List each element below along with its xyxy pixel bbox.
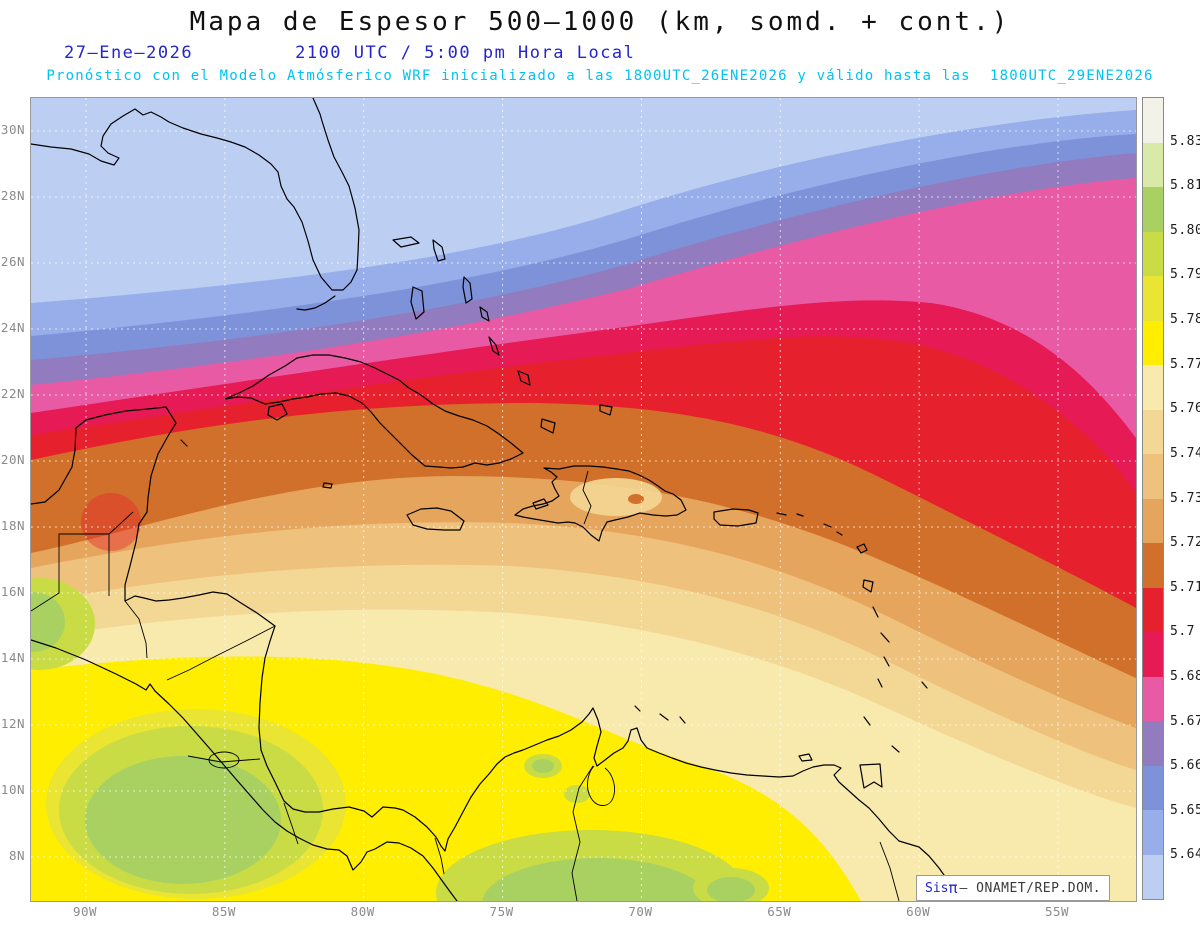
lat-label: 18N [0,518,25,533]
lon-label: 55W [1044,904,1070,919]
colorbar-segment [1143,231,1163,276]
date-time-row: 27–Ene–2026 2100 UTC / 5:00 pm Hora Loca… [0,43,1200,63]
colorbar-segment [1143,409,1163,454]
lat-label: 20N [0,452,25,467]
colorbar-label: 5.783 [1170,312,1200,328]
colorbar-label: 5.688 [1170,668,1200,684]
coast-gonave [532,498,549,510]
coast-mainland-caribbean [31,406,962,901]
colorbar-label: 5.795 [1170,267,1200,283]
colorbar-segment [1143,676,1163,721]
colorbar-segment [1143,632,1163,677]
lat-label: 16N [0,584,25,599]
green-spot-3 [707,877,755,901]
colorbar-segment [1143,187,1163,232]
green-patch-west-inner [31,592,65,652]
lat-label: 30N [0,122,25,137]
colorbar-segment [1143,721,1163,766]
colorbar-segment [1143,365,1163,410]
map-svg [30,97,1137,902]
colorbar-segment [1143,587,1163,632]
colorbar-label: 5.652 [1170,802,1200,818]
colorbar-label: 5.819 [1170,178,1200,194]
lon-label: 80W [350,904,375,919]
lat-axis: 30N 28N 26N 24N 22N 20N 18N 16N 14N 12N 10N 8N [0,97,27,900]
valid-date: 27–Ene–2026 [64,43,194,63]
branding-box: Sis π — ONAMET/REP.DOM. [916,875,1111,901]
page-title: Mapa de Espesor 500–1000 (km, somd. + co… [189,7,1011,37]
green-spot-2 [564,785,590,803]
coast-lesser-antilles [180,439,928,789]
colorbar-segment [1143,276,1163,321]
coast-gulf-florida [31,98,360,291]
lat-label: 22N [0,386,25,401]
lon-axis: 90W 85W 80W 75W 70W 65W 60W 55W [30,902,1135,924]
colorbar-segment [1143,810,1163,855]
lat-label: 14N [0,650,25,665]
colorbar [1142,97,1164,900]
colorbar-segment [1143,498,1163,543]
coast-florida-keys [296,295,336,311]
colorbar-label: 5.772 [1170,356,1200,372]
lat-label: 8N [8,848,25,863]
colorbar-label: 5.7 [1170,624,1195,640]
coast-hispaniola [514,465,687,542]
guatemala-dark-patch [81,493,141,551]
coast-bahamas [322,236,613,489]
colorbar-segment [1143,765,1163,810]
hispaniola-dark-spot [628,494,644,504]
coast-puerto-rico [713,508,759,527]
lon-label: 60W [906,904,931,919]
forecast-description: Pronóstico con el Modelo Atmósferico WRF… [46,68,1154,84]
colorbar-label: 5.676 [1170,713,1200,729]
coast-pacific [31,639,458,901]
green-patch-sw-inner [85,756,281,884]
colorbar-label: 5.712 [1170,579,1200,595]
colorbar-segment [1143,98,1163,143]
green-spot-1 [532,759,554,773]
borders [31,470,900,901]
country-borders [31,470,900,901]
brand-pi-symbol: π [948,879,958,897]
colorbar-segment [1143,320,1163,365]
colorbar-label: 5.831 [1170,133,1200,149]
lon-label: 75W [489,904,514,919]
colorbar-label: 5.64 [1170,847,1200,863]
colorbar-labels: 5.831 5.819 5.807 5.795 5.783 5.772 5.76 5.748 5… [1170,97,1200,900]
lat-label: 10N [0,782,25,797]
green-patch-south-inner [482,858,712,901]
lake-maracaibo [587,765,616,806]
lon-label: 65W [767,904,792,919]
lat-label: 26N [0,254,25,269]
coastlines [31,98,962,901]
lon-label: 85W [211,904,236,919]
colorbar-segment [1143,854,1163,899]
coast-cuba [224,354,524,469]
coast-jamaica [406,507,465,531]
coast-isla-juventud [267,403,288,421]
brand-name: Sis [925,880,949,896]
brand-org: — ONAMET/REP.DOM. [959,880,1102,896]
lat-label: 24N [0,320,25,335]
colorbar-label: 5.664 [1170,758,1200,774]
lon-label: 90W [72,904,98,919]
hispaniola-light-patch [570,478,662,516]
colorbar-label: 5.748 [1170,445,1200,461]
lake-nicaragua [208,751,240,769]
colorbar-segment [1143,454,1163,499]
colorbar-label: 5.807 [1170,222,1200,238]
colorbar-segment [1143,543,1163,588]
colorbar-label: 5.724 [1170,535,1200,551]
lakes [208,751,616,806]
colorbar-label: 5.736 [1170,490,1200,506]
lat-label: 28N [0,188,25,203]
valid-time: 2100 UTC / 5:00 pm Hora Local [295,43,636,63]
colorbar-label: 5.76 [1170,401,1200,417]
lon-label: 70W [628,904,653,919]
lat-label: 12N [0,716,25,731]
colorbar-segment [1143,142,1163,187]
